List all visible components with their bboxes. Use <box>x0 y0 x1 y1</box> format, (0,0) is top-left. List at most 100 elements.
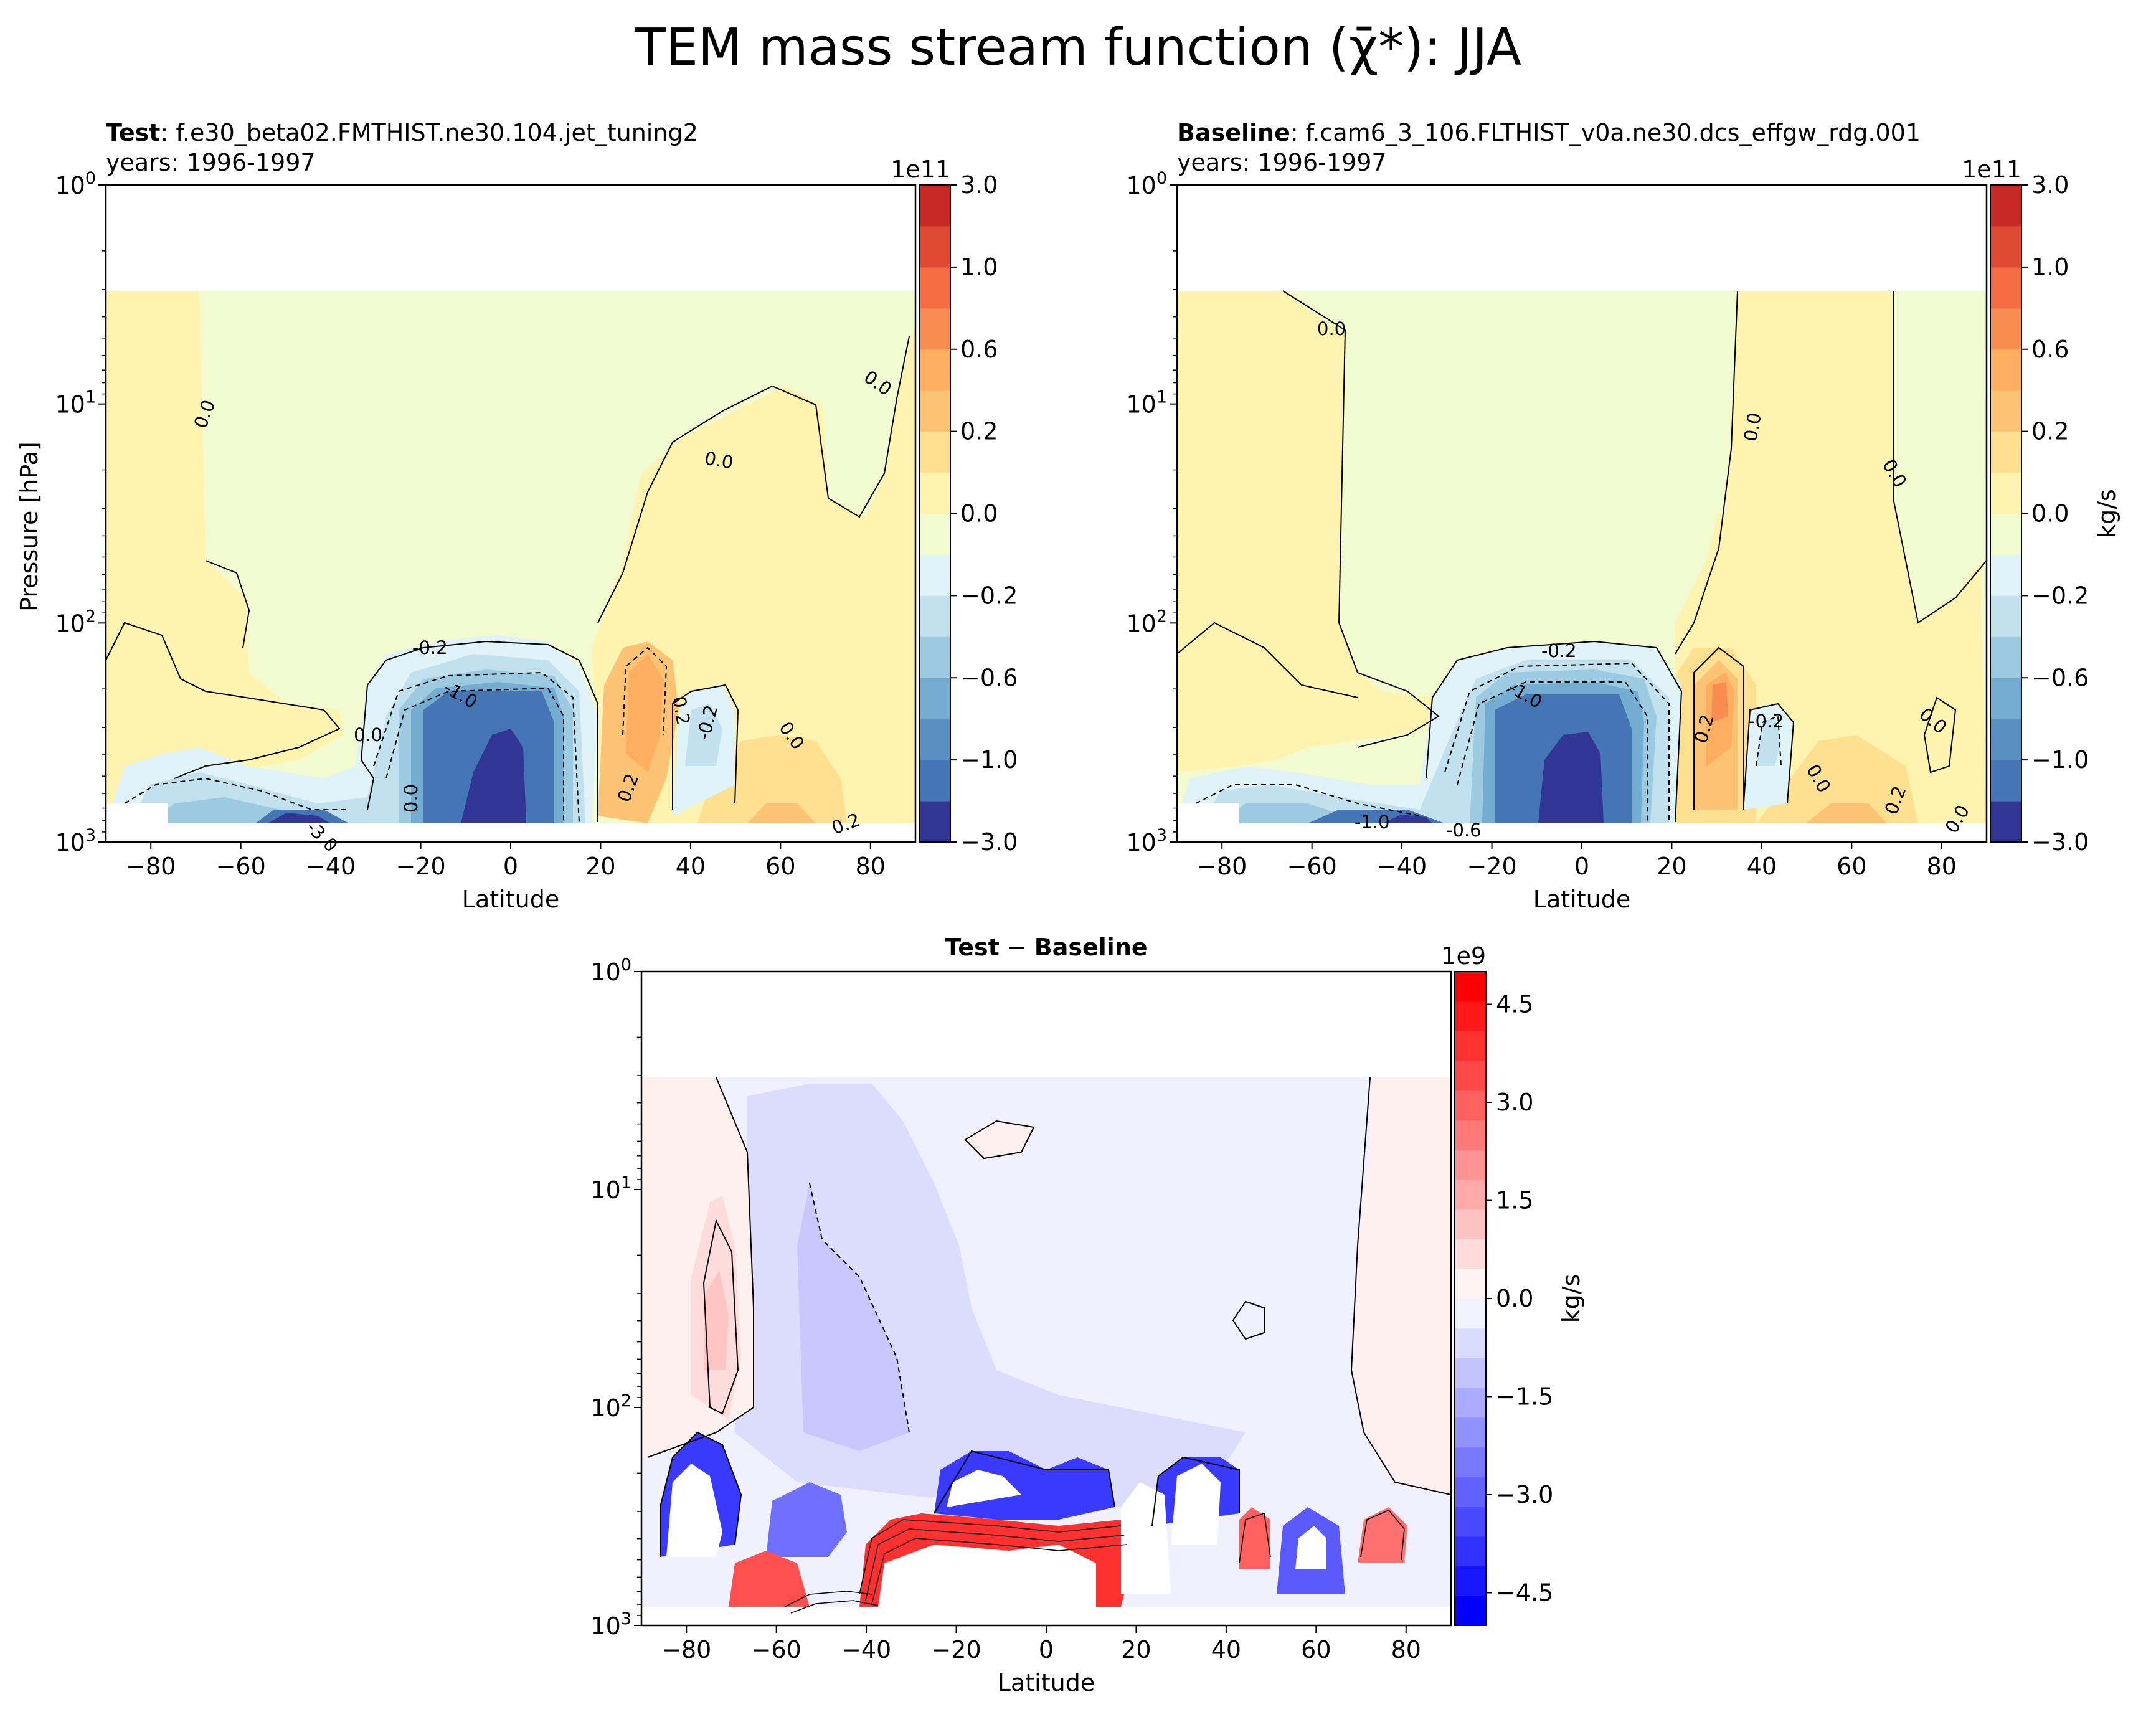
colorbar-segment <box>1455 1477 1486 1507</box>
colorbar-tick-label: 3.0 <box>960 171 998 199</box>
panel-baseline-missing-bottom <box>1177 823 1987 842</box>
contour-label: 0.0 <box>400 784 422 813</box>
y-tick-label: 103 <box>1126 826 1167 856</box>
colorbar-segment <box>1455 1596 1486 1625</box>
x-tick-label: −80 <box>661 1636 711 1663</box>
colorbar-segment <box>919 554 950 595</box>
colorbar-tick-label: 1.0 <box>2031 253 2069 281</box>
x-tick-label: 0 <box>503 853 518 880</box>
contour-label: 0.0 <box>1317 318 1346 339</box>
colorbar-segment <box>1455 1269 1486 1299</box>
y-tick-label: 100 <box>590 955 631 986</box>
x-tick-label: −80 <box>1197 853 1247 880</box>
y-tick-label: 100 <box>55 169 96 199</box>
colorbar-segment <box>1455 1031 1486 1061</box>
colorbar-tick-label: 3.0 <box>2031 171 2069 199</box>
colorbar-tick-label: 0.6 <box>960 336 998 363</box>
panel-test-title: Test: f.e30_beta02.FMTHIST.ne30.104.jet_… <box>106 119 698 146</box>
contour-label: -0.6 <box>1446 820 1482 841</box>
colorbar-segment <box>919 595 950 636</box>
x-tick-label: 40 <box>676 853 706 880</box>
colorbar-offset: 1e11 <box>1962 156 2021 183</box>
colorbar-segment <box>1990 226 2021 267</box>
x-tick-label: −40 <box>306 853 356 880</box>
contour-label: -0.2 <box>1541 640 1577 661</box>
colorbar-segment <box>1990 349 2021 390</box>
x-tick-label: 20 <box>1657 853 1686 880</box>
x-tick-label: 60 <box>1301 1636 1331 1663</box>
colorbar-segment <box>919 308 950 349</box>
colorbar-tick-label: 1.0 <box>960 253 998 281</box>
colorbar-segment <box>1455 1209 1486 1239</box>
panel-test-years: years: 1996-1997 <box>106 149 316 176</box>
colorbar-tick-label: −4.5 <box>1496 1579 1553 1607</box>
y-tick-label: 102 <box>55 607 96 637</box>
colorbar-label: kg/s <box>2093 489 2121 538</box>
y-tick-label: 102 <box>1126 607 1167 637</box>
panel-baseline-title-bold: Baseline <box>1177 119 1290 146</box>
colorbar-segment <box>1455 1239 1486 1269</box>
colorbar-segment <box>919 719 950 760</box>
x-tick-label: 40 <box>1747 853 1777 880</box>
x-tick-label: −20 <box>395 853 445 880</box>
region-diff-missing-3 <box>878 1545 1096 1607</box>
y-tick-label: 103 <box>55 826 96 856</box>
colorbar-tick-label: 0.0 <box>1496 1285 1533 1312</box>
colorbar-segment <box>919 678 950 719</box>
colorbar-segment <box>919 185 950 226</box>
colorbar-segment <box>1990 678 2021 719</box>
x-tick-label: −60 <box>216 853 266 880</box>
colorbar-segment <box>1990 267 2021 308</box>
colorbar-segment <box>919 267 950 308</box>
colorbar-tick-label: −0.6 <box>960 664 1018 691</box>
colorbar-segment <box>919 390 950 432</box>
panel-test-missing-corner <box>106 803 168 828</box>
x-tick-label: 0 <box>1039 1636 1054 1663</box>
colorbar-tick-label: −1.5 <box>1496 1383 1553 1411</box>
panel-diff-title-bold1: Test <box>945 934 999 961</box>
colorbar-tick-label: 0.0 <box>960 500 998 527</box>
colorbar-segment <box>1455 1120 1486 1150</box>
panel-diff-title-bold2: Baseline <box>1034 934 1148 961</box>
panel-diff-title: Test − Baseline <box>945 934 1147 961</box>
colorbar-segment <box>1990 595 2021 636</box>
panel-diff-field <box>641 972 1451 1625</box>
contour-label: -0.2 <box>1749 711 1784 732</box>
panel-diff-missing-bottom <box>641 1607 1451 1625</box>
colorbar-segment <box>1455 1566 1486 1596</box>
colorbar-tick-label: −0.2 <box>960 582 1018 609</box>
x-tick-label: −20 <box>1467 853 1516 880</box>
colorbar-offset: 1e9 <box>1441 942 1486 970</box>
colorbar-segment <box>1990 719 2021 760</box>
colorbar-segment <box>1455 1358 1486 1388</box>
panel-baseline-missing-corner <box>1177 803 1239 828</box>
colorbar-tick-label: 4.5 <box>1496 991 1533 1018</box>
colorbar-segment <box>1455 1447 1486 1477</box>
colorbar-segment <box>1990 636 2021 678</box>
colorbar-segment <box>1455 1328 1486 1358</box>
contour-label: 0.0 <box>354 724 382 745</box>
panel-baseline: Baseline: f.cam6_3_106.FLTHIST_v0a.ne30.… <box>1177 119 1987 842</box>
colorbar-segment <box>919 226 950 267</box>
x-tick-label: 80 <box>856 853 886 880</box>
x-tick-label: −40 <box>841 1636 891 1663</box>
colorbar-tick-label: 0.6 <box>2031 336 2069 363</box>
region-diff-missing-4 <box>1121 1482 1171 1594</box>
y-tick-label: 103 <box>590 1609 631 1640</box>
y-tick-label: 102 <box>590 1391 631 1422</box>
colorbar-segment <box>919 473 950 514</box>
colorbar-segment <box>1455 1507 1486 1536</box>
colorbar-segment <box>1990 308 2021 349</box>
x-tick-label: 60 <box>765 853 795 880</box>
x-tick-label: 80 <box>1391 1636 1421 1663</box>
colorbar-tick-label: 0.2 <box>960 418 998 445</box>
colorbar-segment <box>919 801 950 842</box>
panel-test-title-bold: Test <box>106 119 160 146</box>
y-tick-label: 100 <box>1126 169 1167 199</box>
y-tick-label: 101 <box>55 388 96 419</box>
x-tick-label: −80 <box>126 853 176 880</box>
colorbar-tick-label: −3.0 <box>1496 1481 1553 1508</box>
colorbar-segment <box>919 514 950 555</box>
colorbar-segment <box>1455 1417 1486 1447</box>
